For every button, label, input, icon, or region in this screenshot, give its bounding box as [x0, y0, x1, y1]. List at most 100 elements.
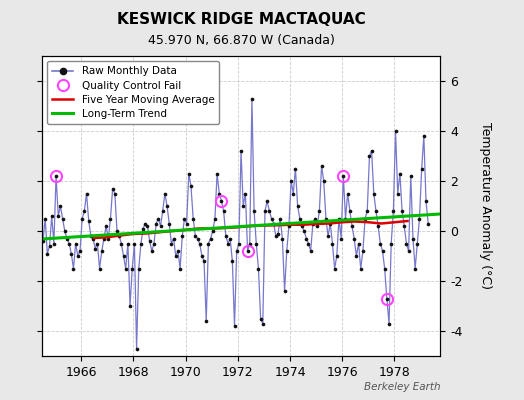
Point [124, 240, 132, 247]
Point [171, 253, 180, 259]
Point [111, 190, 119, 197]
Point [189, 215, 198, 222]
Point [387, 240, 396, 247]
Point [341, 215, 350, 222]
Point [91, 245, 100, 252]
Point [198, 253, 206, 259]
Point [46, 243, 54, 249]
Point [374, 223, 383, 229]
Point [289, 190, 298, 197]
Point [95, 265, 104, 272]
Point [372, 208, 380, 214]
Point [280, 288, 289, 294]
Point [108, 185, 117, 192]
Y-axis label: Temperature Anomaly (°C): Temperature Anomaly (°C) [479, 122, 492, 290]
Point [165, 220, 173, 227]
Point [82, 190, 91, 197]
Point [89, 235, 97, 242]
Point [180, 215, 189, 222]
Text: Berkeley Earth: Berkeley Earth [364, 382, 440, 392]
Point [156, 223, 165, 229]
Point [385, 320, 393, 327]
Point [241, 190, 249, 197]
Point [405, 248, 413, 254]
Point [333, 253, 341, 259]
Point [61, 228, 69, 234]
Point [411, 265, 419, 272]
Text: 45.970 N, 66.870 W (Canada): 45.970 N, 66.870 W (Canada) [148, 34, 334, 47]
Point [407, 173, 415, 179]
Point [346, 208, 354, 214]
Point [267, 215, 276, 222]
Point [137, 240, 145, 247]
Point [307, 248, 315, 254]
Point [220, 208, 228, 214]
Point [367, 148, 376, 154]
Point [228, 258, 236, 264]
Point [339, 173, 347, 179]
Point [400, 223, 408, 229]
Point [369, 190, 378, 197]
Point [209, 228, 217, 234]
Point [56, 203, 64, 209]
Legend: Raw Monthly Data, Quality Control Fail, Five Year Moving Average, Long-Term Tren: Raw Monthly Data, Quality Control Fail, … [47, 61, 220, 124]
Point [311, 215, 319, 222]
Point [416, 215, 424, 222]
Point [133, 345, 141, 352]
Point [274, 230, 282, 237]
Point [276, 215, 285, 222]
Point [250, 208, 258, 214]
Point [169, 235, 178, 242]
Point [246, 240, 254, 247]
Point [271, 233, 280, 239]
Point [152, 220, 160, 227]
Point [150, 240, 158, 247]
Point [293, 203, 302, 209]
Point [191, 233, 200, 239]
Point [259, 320, 267, 327]
Point [226, 235, 234, 242]
Point [420, 133, 428, 139]
Text: KESWICK RIDGE MACTAQUAC: KESWICK RIDGE MACTAQUAC [117, 12, 365, 27]
Point [139, 225, 147, 232]
Point [359, 248, 367, 254]
Point [128, 265, 136, 272]
Point [254, 265, 263, 272]
Point [391, 128, 400, 134]
Point [71, 240, 80, 247]
Point [178, 233, 187, 239]
Point [43, 250, 51, 257]
Point [243, 248, 252, 254]
Point [409, 235, 417, 242]
Point [184, 170, 193, 177]
Point [76, 248, 84, 254]
Point [378, 248, 387, 254]
Point [263, 198, 271, 204]
Point [352, 253, 361, 259]
Point [74, 253, 82, 259]
Point [86, 233, 95, 239]
Point [122, 265, 130, 272]
Point [167, 240, 176, 247]
Point [115, 233, 123, 239]
Point [348, 223, 356, 229]
Point [398, 208, 406, 214]
Point [206, 235, 215, 242]
Point [278, 235, 287, 242]
Point [63, 235, 71, 242]
Point [320, 178, 328, 184]
Point [224, 240, 232, 247]
Point [176, 265, 184, 272]
Point [335, 215, 343, 222]
Point [54, 213, 62, 219]
Point [202, 318, 211, 324]
Point [261, 208, 269, 214]
Point [50, 240, 58, 247]
Point [78, 215, 86, 222]
Point [298, 223, 306, 229]
Point [213, 170, 221, 177]
Point [285, 223, 293, 229]
Point [256, 315, 265, 322]
Point [326, 220, 334, 227]
Point [163, 203, 171, 209]
